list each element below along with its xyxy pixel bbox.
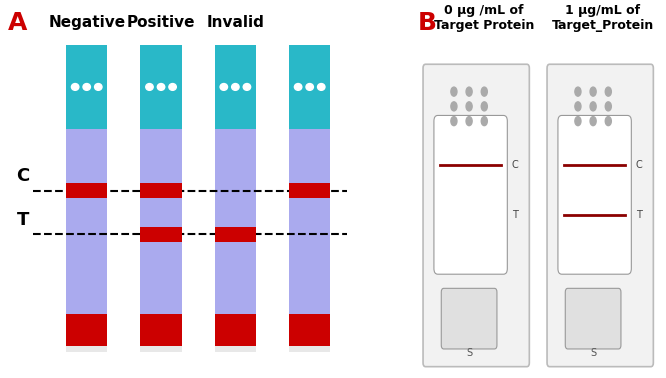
Bar [214,129,256,314]
FancyBboxPatch shape [565,288,621,349]
Circle shape [169,84,176,90]
Bar [141,45,182,129]
Bar [214,45,256,129]
Bar [141,129,182,314]
Text: 1 μg/mL of
Target_Protein: 1 μg/mL of Target_Protein [551,4,654,32]
Text: Negative: Negative [48,15,125,30]
Circle shape [605,87,611,96]
Text: C: C [17,167,30,185]
Bar [66,308,107,346]
Circle shape [318,339,324,345]
Circle shape [451,102,457,111]
Bar [141,314,182,352]
Circle shape [220,84,228,90]
Text: 0 μg /mL of
Target Protein: 0 μg /mL of Target Protein [434,4,534,32]
Bar [214,227,256,242]
Circle shape [95,339,102,345]
FancyBboxPatch shape [547,64,653,367]
Bar [66,314,107,352]
Text: T: T [636,211,641,220]
Text: T: T [17,211,29,229]
Circle shape [232,339,238,345]
Circle shape [232,84,239,90]
Circle shape [146,339,153,345]
Text: T: T [511,211,517,220]
FancyBboxPatch shape [423,64,529,367]
Bar [289,183,330,198]
Circle shape [451,87,457,96]
Circle shape [466,87,472,96]
Text: A: A [8,11,27,35]
Text: Positive: Positive [127,15,195,30]
Text: S: S [590,348,596,358]
Circle shape [83,84,91,90]
Circle shape [72,339,79,345]
Circle shape [71,84,79,90]
Circle shape [466,116,472,125]
Bar [289,129,330,314]
Circle shape [575,87,581,96]
Text: C: C [635,160,642,170]
Bar [66,129,107,314]
Bar [289,308,330,346]
Text: B: B [418,11,437,35]
Circle shape [83,339,90,345]
Text: Invalid: Invalid [206,15,264,30]
Circle shape [243,84,250,90]
Circle shape [605,116,611,125]
Bar [66,45,107,129]
Circle shape [295,339,302,345]
Text: S: S [466,348,472,358]
Circle shape [220,339,227,345]
Circle shape [482,116,488,125]
Circle shape [95,84,102,90]
Circle shape [318,84,325,90]
Circle shape [466,102,472,111]
Bar [289,45,330,129]
Circle shape [590,102,596,111]
Bar [214,314,256,352]
Bar [141,227,182,242]
Circle shape [590,116,596,125]
Circle shape [169,339,176,345]
Circle shape [482,102,488,111]
Bar [141,308,182,346]
Circle shape [605,102,611,111]
Circle shape [306,84,314,90]
Circle shape [575,116,581,125]
Circle shape [294,84,302,90]
Circle shape [575,102,581,111]
Text: C: C [511,160,518,170]
Circle shape [157,84,165,90]
FancyBboxPatch shape [558,115,631,274]
Circle shape [244,339,250,345]
Bar [141,183,182,198]
Circle shape [451,116,457,125]
Circle shape [482,87,488,96]
Bar [289,314,330,352]
Circle shape [146,84,153,90]
Circle shape [158,339,165,345]
Bar [214,308,256,346]
Bar [66,183,107,198]
FancyBboxPatch shape [442,288,497,349]
Circle shape [590,87,596,96]
Circle shape [306,339,313,345]
FancyBboxPatch shape [434,115,507,274]
